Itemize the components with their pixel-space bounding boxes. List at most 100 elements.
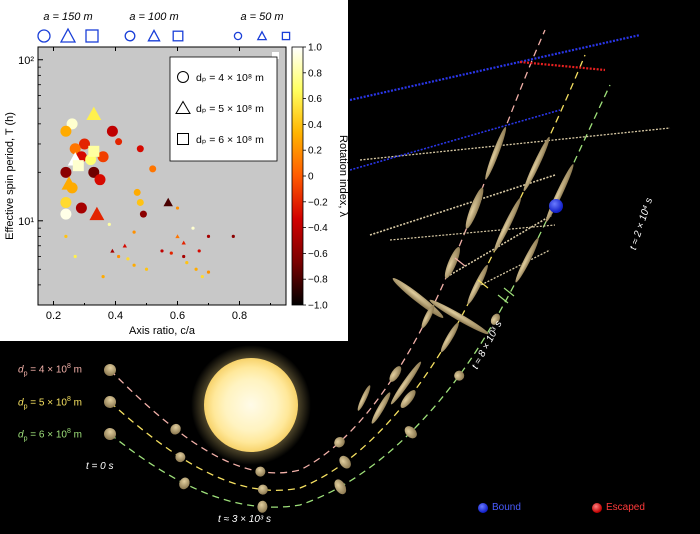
data-point-circle (115, 138, 123, 146)
fragment-stream (519, 60, 606, 72)
data-point-circle (60, 125, 72, 137)
legend-circle-icon (177, 71, 189, 83)
x-axis-label: Axis ratio, c/a (129, 325, 196, 337)
spin-period-scatter-chart: a = 150 m a = 100 m a = 50 m 0.2 0.4 0.6 0.8 10… (4, 11, 348, 337)
colorbar-tick-label: 1.0 (308, 43, 322, 54)
time-label-t1: t ≈ 3 × 10³ s (218, 514, 272, 525)
y-tick-label: 10¹ (18, 216, 34, 228)
stretched-fragment (357, 385, 371, 411)
data-point-circle (60, 208, 72, 220)
data-point-circle (133, 188, 141, 196)
data-point-triangle (181, 240, 186, 245)
data-point-circle (88, 166, 100, 178)
inset-chart-panel: a = 150 m a = 100 m a = 50 m 0.2 0.4 0.6 0.8 10… (0, 0, 348, 341)
data-point-triangle (89, 206, 105, 221)
data-point-circle (175, 206, 180, 210)
escaped-legend-dot (592, 503, 602, 513)
colorbar-tick-label: −0.2 (308, 197, 328, 208)
bound-legend-dot (478, 503, 488, 513)
rubble-pile-body (404, 426, 417, 439)
data-point-circle (97, 151, 109, 163)
trajectory-label-6e8: dp = 6 × 108 m (18, 428, 82, 443)
trajectory-label-5e8: dp = 5 × 108 m (18, 396, 82, 411)
circle-marker-icon (37, 29, 51, 43)
colorbar-tick-label: 0.6 (308, 94, 322, 105)
rubble-pile-body (523, 136, 550, 192)
data-point-circle (169, 251, 173, 255)
rubble-pile-body (389, 366, 402, 382)
fragment-stream (474, 249, 551, 289)
data-point-circle (160, 249, 164, 253)
data-point-circle (101, 275, 105, 279)
rubble-pile-body (104, 428, 116, 440)
escaped-legend-label: Escaped (606, 502, 645, 513)
data-point-square (88, 145, 100, 157)
triangle-marker-icon (256, 30, 268, 41)
size-group-label: a = 150 m (43, 11, 92, 23)
rubble-pile-body (515, 237, 539, 283)
data-point-circle (182, 254, 186, 259)
data-point-circle (66, 118, 78, 130)
data-point-circle (132, 263, 136, 267)
data-point-circle (94, 174, 106, 186)
data-point-triangle (163, 197, 173, 207)
data-point-circle (69, 143, 81, 155)
stretched-fragment (390, 361, 422, 405)
colorbar-tick-label: −1.0 (308, 301, 328, 312)
data-point-circle (200, 275, 204, 279)
data-point-circle (79, 138, 90, 150)
x-tick-label: 0.8 (232, 310, 247, 322)
data-point-triangle (61, 176, 77, 190)
data-point-circle (206, 270, 211, 274)
data-point-circle (191, 226, 195, 230)
rubble-pile-body (440, 322, 459, 353)
colorbar (291, 46, 304, 306)
triangle-marker-icon (59, 27, 77, 43)
y-tick-label: 10² (18, 55, 34, 67)
rubble-pile-body (545, 164, 574, 223)
colorbar-label: Rotation index, λ (337, 135, 348, 217)
data-point-circle (185, 261, 189, 265)
rubble-pile-body (170, 423, 181, 435)
colorbar-tick-label: 0.2 (308, 146, 322, 157)
time-label-t0: t = 0 s (86, 461, 114, 472)
rubble-pile-body (494, 197, 522, 252)
rubble-pile-body (257, 484, 268, 495)
rubble-pile-body (454, 370, 465, 381)
rubble-pile-body (175, 452, 186, 463)
rubble-pile-body (255, 466, 266, 477)
data-point-circle (206, 234, 211, 239)
square-marker-icon (281, 31, 291, 41)
data-point-triangle (122, 243, 127, 248)
stretched-fragment (429, 299, 489, 335)
data-point-circle (149, 165, 157, 173)
colorbar-tick-label: 0.4 (308, 120, 322, 131)
rubble-pile-body (400, 390, 416, 409)
y-axis-label: Effective spin period, T (h) (4, 112, 16, 240)
rubble-pile-body (334, 436, 345, 448)
time-markers (454, 257, 515, 304)
stretched-fragment (371, 392, 391, 424)
rubble-pile-body (179, 477, 190, 490)
legend-square-icon (177, 133, 189, 145)
x-tick-label: 0.4 (108, 310, 123, 322)
colorbar-tick-label: −0.8 (308, 275, 328, 286)
circle-marker-icon (233, 31, 243, 41)
rubble-pile-body (467, 264, 488, 305)
data-point-circle (117, 254, 121, 259)
trajectory-label-4e8: dp = 4 × 108 m (18, 363, 82, 378)
x-tick-label: 0.6 (170, 310, 185, 322)
data-point-circle (75, 202, 87, 214)
legend-label: dₚ = 4 × 10⁸ m (196, 72, 264, 84)
data-point-triangle (175, 234, 180, 239)
colorbar-tick-label: −0.4 (308, 223, 328, 234)
data-point-triangle (110, 248, 115, 253)
bound-legend-label: Bound (492, 502, 521, 513)
rubble-pile-body (444, 246, 460, 279)
data-point-circle (194, 267, 198, 271)
data-point-triangle (86, 106, 102, 121)
legend-label: dₚ = 6 × 10⁸ m (196, 134, 264, 146)
data-point-circle (106, 125, 118, 137)
